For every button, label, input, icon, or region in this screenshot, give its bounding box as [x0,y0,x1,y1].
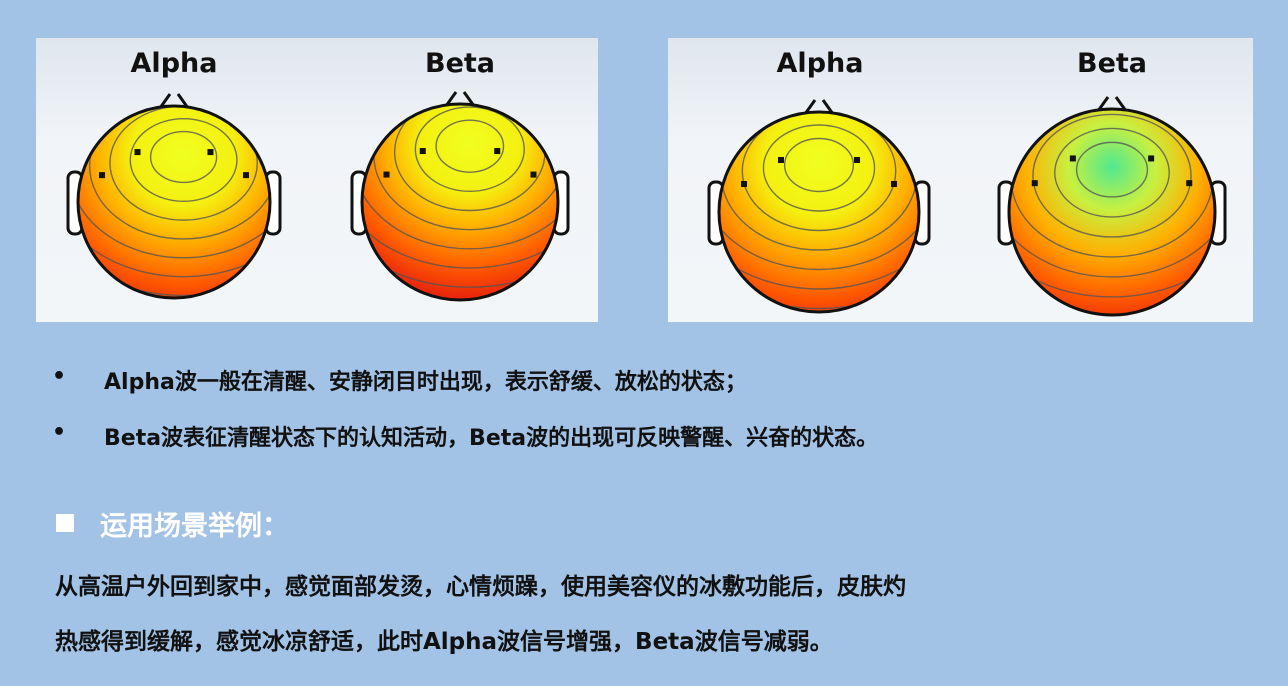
electrode-marker [1148,155,1155,162]
contour-line [435,119,505,173]
map-title-alpha: Alpha [776,48,864,79]
electrode-marker [530,171,537,178]
scalp-map [1009,109,1215,315]
contour-line [1054,127,1170,218]
scalp-map [362,104,558,300]
topomap-panel-after: Alpha Beta [668,38,1253,322]
bullet-icon: • [52,420,67,445]
electrode-marker [494,148,501,155]
electrode-marker [99,172,105,179]
contour-line [741,112,897,232]
contour-line [1032,113,1192,238]
map-title-beta: Beta [424,48,496,79]
electrode-marker [419,148,426,155]
electrode-marker [243,172,249,179]
square-bullet-icon [56,514,74,532]
contour-line [1009,109,1215,298]
example-line-1: 从高温户外回到家中，感觉面部发烫，心情烦躁，使用美容仪的冰敷功能后，皮肤灼 [55,574,906,600]
contour-line [1075,141,1149,198]
bullet-alpha: Alpha波一般在清醒、安静闭目时出现，表示舒缓、放松的状态； [104,370,747,395]
example-line-2: 热感得到缓解，感觉冰凉舒适，此时Alpha波信号增强，Beta波信号减弱。 [55,629,833,655]
section-heading-text: 运用场景举例： [100,511,289,542]
contour-line [762,124,876,212]
contour-line [78,106,270,278]
electrode-marker [207,149,214,156]
electrode-marker [778,157,784,163]
map-title-alpha: Alpha [130,48,218,79]
contour-line [719,112,919,271]
map-title-beta: Beta [1076,48,1148,79]
contour-line [149,130,218,184]
contour-line [414,106,525,193]
contour-line [362,104,558,269]
electrode-marker [134,149,141,156]
electrode-marker [891,181,897,187]
topomaps [66,91,570,302]
contour-line [362,104,558,288]
topomap-panel-before: Alpha Beta [36,38,598,322]
electrode-marker [383,171,390,178]
contour-line [78,106,270,259]
contour-line [129,118,238,202]
scalp-map [719,112,919,312]
electrode-marker [1031,180,1038,187]
contour-line [719,112,919,290]
contour-line [783,137,855,193]
topomaps [707,96,1227,317]
bullet-beta: Beta波表征清醒状态下的认知活动，Beta波的出现可反映警醒、兴奋的状态。 [104,426,879,451]
section-heading: 运用场景举例： [56,504,289,543]
contour-line [88,106,270,240]
electrode-marker [1186,180,1193,187]
contour-line [719,112,919,310]
electrode-marker [1069,155,1076,162]
contour-line [362,104,558,250]
electrode-marker [854,157,860,163]
contour-line [109,106,258,221]
contour-line [1009,109,1215,278]
scalp-map [78,106,270,298]
bullet-icon: • [52,364,67,389]
electrode-marker [741,181,747,187]
contour-line [78,106,270,297]
